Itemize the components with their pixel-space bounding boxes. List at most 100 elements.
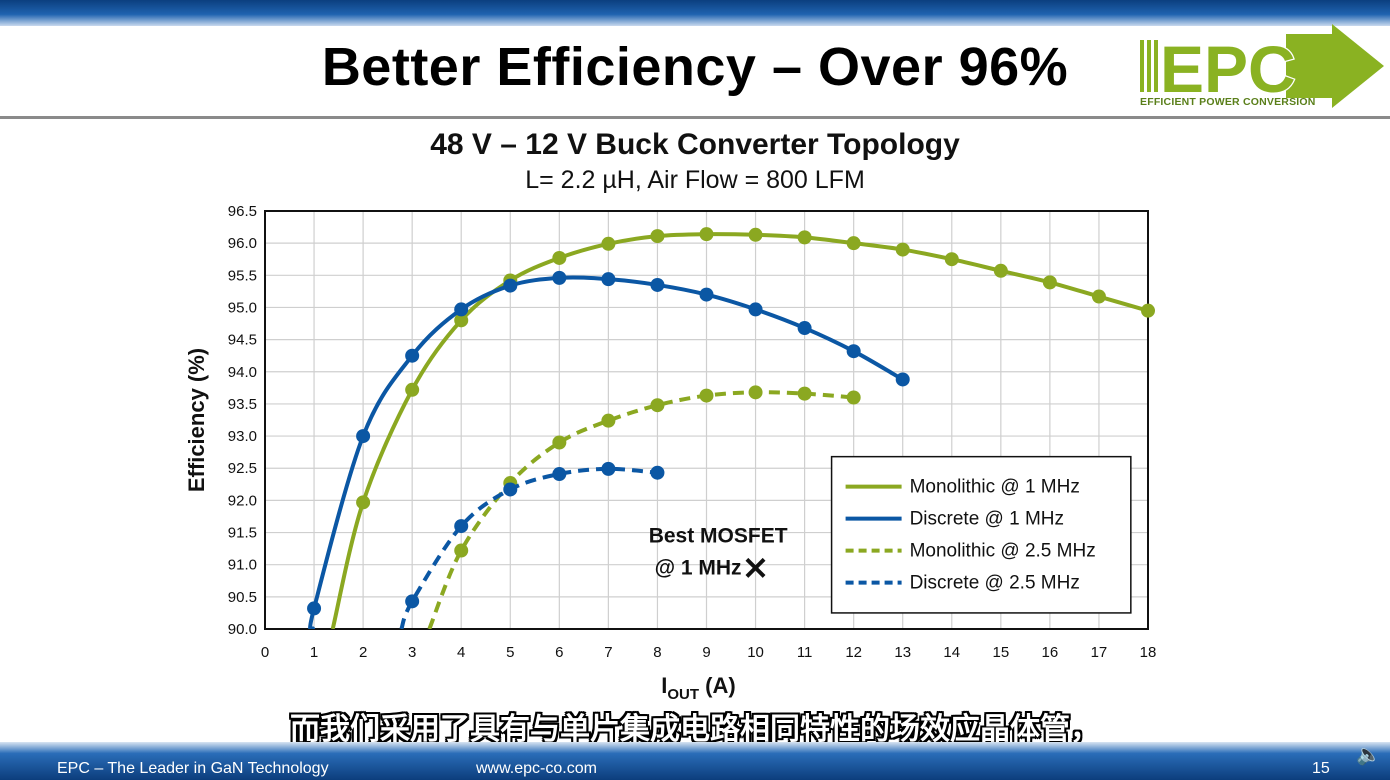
data-point [1091,289,1106,304]
y-tick-label: 95.5 [228,267,257,284]
y-tick-label: 93.0 [228,428,257,445]
legend-box [830,455,1132,614]
best-mosfet-marker: × [741,548,770,588]
data-point [699,287,714,302]
x-tick-label: 11 [797,644,813,661]
data-point [797,230,812,245]
data-point [650,229,665,244]
data-point [748,385,763,400]
speaker-icon[interactable]: 🔈 [1356,744,1381,766]
data-point [895,372,910,387]
logo-tagline: EFFICIENT POWER CONVERSION [1140,96,1316,108]
y-tick-label: 94.5 [228,332,257,349]
data-point [1042,275,1057,290]
x-tick-label: 14 [943,644,960,661]
y-tick-label: 90.5 [228,589,257,606]
top-banner [0,0,1390,26]
logo-arrow-icon [1286,24,1384,108]
title-divider [0,116,1390,119]
series-line-3 [427,390,854,629]
data-point [846,344,861,359]
x-tick-label: 17 [1091,644,1108,661]
data-point [797,386,812,401]
data-point [552,435,567,450]
y-tick-label: 91.0 [228,557,257,574]
efficiency-chart: 0 1 2 3 4 5 6 7 8 9 10 11 12 13 14 15 16 17 1890.090.591.0… [184,203,1157,703]
data-point [748,302,763,317]
x-tick-label: 7 [604,644,612,661]
data-point [650,398,665,413]
data-point [307,601,322,616]
data-point [552,270,567,285]
y-tick-label: 91.5 [228,525,257,542]
x-tick-label: 12 [845,644,862,661]
data-point [601,272,616,287]
data-point [601,413,616,428]
x-tick-label: 9 [702,644,710,661]
data-point [846,236,861,251]
epc-logo: EPC [1140,24,1384,108]
chart-title: 48 V – 12 V Buck Converter Topology [430,128,960,161]
data-point [405,348,420,363]
slide-title: Better Efficiency – Over 96% [321,37,1069,97]
logo-text: EPC [1160,32,1296,106]
y-tick-label: 94.0 [228,364,257,381]
legend-entry: Discrete @ 1 MHz [910,509,1064,530]
data-point [797,321,812,336]
data-point [601,236,616,251]
data-point [454,543,469,558]
x-tick-label: 5 [506,644,514,661]
data-point [699,388,714,403]
data-point [454,302,469,317]
data-point [503,482,518,497]
x-tick-label: 6 [555,644,563,661]
logo-stripes-icon [1140,40,1158,92]
data-point [895,242,910,257]
y-tick-label: 92.5 [228,460,257,477]
x-tick-label: 3 [408,644,416,661]
data-point [356,429,371,444]
x-tick-label: 15 [992,644,1009,661]
x-tick-label: 0 [261,644,269,661]
data-point [748,227,763,242]
legend-entry: Monolithic @ 2.5 MHz [910,541,1096,562]
y-axis-label: Efficiency (%) [184,348,209,492]
data-point [552,467,567,482]
data-point [650,465,665,480]
x-tick-label: 8 [653,644,661,661]
x-axis-label: IOUT (A) [661,673,735,703]
legend-entry: Discrete @ 2.5 MHz [910,573,1080,594]
data-point [454,519,469,534]
data-point [405,594,420,609]
data-point [503,278,518,293]
y-tick-label: 96.5 [228,203,257,220]
data-point [699,227,714,242]
x-tick-label: 4 [457,644,465,661]
data-point [552,250,567,265]
y-tick-label: 93.5 [228,396,257,413]
plot-frame [264,210,1149,630]
data-point [944,252,959,267]
x-tick-label: 18 [1140,644,1157,661]
data-point [405,382,420,397]
data-point [650,277,665,292]
footer-tagline: EPC – The Leader in GaN Technology [57,760,329,777]
x-tick-label: 13 [894,644,911,661]
annotation-label-line2: @ 1 MHz [655,557,742,580]
data-point [454,313,469,328]
data-point [846,390,861,405]
x-tick-label: 16 [1042,644,1059,661]
chart-subtitle: L= 2.2 µH, Air Flow = 800 LFM [525,166,865,194]
x-tick-label: 10 [747,644,764,661]
x-tick-label: 1 [310,644,318,661]
y-tick-label: 90.0 [228,621,257,638]
annotation-label-line1: Best MOSFET [649,525,788,548]
y-tick-label: 92.0 [228,492,257,509]
data-point [1141,303,1155,318]
y-tick-label: 96.0 [228,235,257,252]
data-point [993,263,1008,278]
footer-website[interactable]: www.epc-co.com [476,760,597,777]
footer-bar: EPC – The Leader in GaN Technology www.e… [0,742,1390,780]
x-tick-label: 2 [359,644,367,661]
data-point [601,461,616,476]
